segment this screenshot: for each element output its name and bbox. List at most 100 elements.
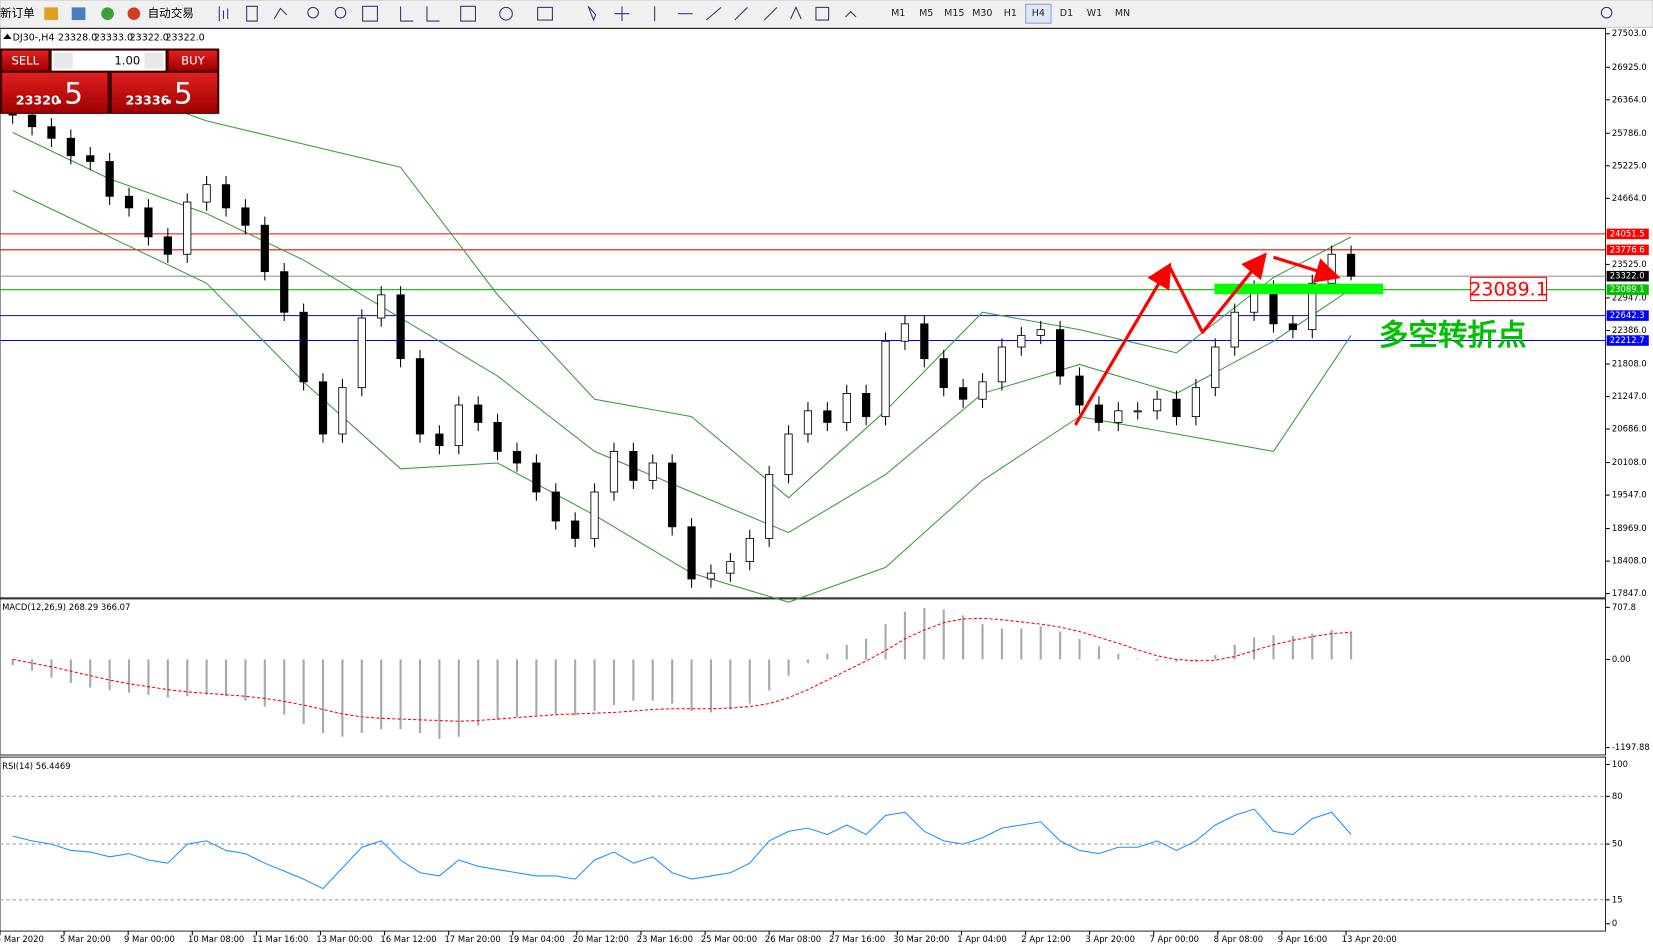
annotation: 多空转折点 [1379, 318, 1527, 352]
x-tick-label: 23 Mar 16:00 [637, 934, 693, 944]
timeframe[interactable]: M1 [891, 8, 905, 19]
icon[interactable] [127, 7, 141, 21]
candle-body [415, 358, 425, 435]
buy-button[interactable] [168, 50, 218, 71]
x-tick-label: 19 Mar 04:00 [509, 934, 565, 944]
y-tick-label: 21808.0 [1612, 358, 1647, 368]
candle-body [648, 462, 657, 481]
volume[interactable]: 1.00 [114, 54, 140, 68]
candle-body [435, 433, 444, 447]
candle-body [47, 126, 56, 139]
x-tick-label: 3 Apr 20:00 [1085, 934, 1135, 944]
candle-body [1288, 323, 1297, 331]
buy-label[interactable]: BUY [181, 54, 205, 68]
candle-body [1230, 311, 1239, 348]
candle-body [862, 393, 871, 418]
candle-body [338, 387, 347, 435]
y-tick-label: 17847.0 [1612, 588, 1647, 598]
price-level-label: 24051.5 [1610, 228, 1645, 238]
icon[interactable] [71, 7, 86, 21]
x-tick-label: 20 Mar 12:00 [573, 934, 629, 944]
candle-body [86, 155, 95, 162]
y-tick-label: 18969.0 [1612, 523, 1647, 533]
icon[interactable] [101, 7, 114, 21]
candle-body [997, 346, 1007, 383]
buy-pips[interactable]: .5 [164, 76, 192, 110]
candle-body [396, 294, 405, 360]
price-level-label: 23089.1 [1610, 284, 1645, 294]
price-level-label: 22212.7 [1610, 335, 1645, 345]
candle-body [357, 317, 366, 389]
timeframe[interactable]: H4 [1032, 8, 1045, 19]
price-level-label: 23322.0 [1610, 271, 1645, 281]
y-tick-label: 80 [1612, 791, 1623, 801]
sell-button[interactable] [2, 50, 49, 71]
candle-body [1114, 410, 1123, 423]
candle-body [900, 323, 910, 342]
volume-box[interactable] [51, 50, 166, 71]
buy-price[interactable]: 23336 [125, 93, 169, 108]
rsi-label: RSI(14) 56.4469 [2, 761, 70, 771]
candle-body [27, 114, 37, 128]
x-tick-label: 1 Apr 04:00 [957, 934, 1007, 944]
timeframe[interactable]: H1 [1004, 8, 1017, 19]
candle-body [1308, 282, 1317, 331]
y-tick-label: 26364.0 [1612, 94, 1647, 104]
candle-body [105, 161, 114, 197]
x-tick-label: 2 Apr 12:00 [1021, 934, 1071, 944]
toolbar [0, 0, 1653, 28]
buy-price-box[interactable] [111, 72, 218, 113]
x-tick-label: 26 Mar 08:00 [765, 934, 821, 944]
candle-body [803, 410, 813, 435]
auto-trade[interactable]: 自动交易 [148, 6, 194, 20]
price-level-tag [1606, 244, 1649, 256]
candle-body [939, 358, 948, 389]
price-label: 23089.1 [1469, 278, 1547, 300]
candle-body [377, 294, 386, 319]
candle-body [318, 381, 328, 435]
candle-body [881, 340, 890, 418]
y-tick-label: 100 [1612, 759, 1628, 769]
y-tick-label: -1197.88 [1612, 742, 1650, 752]
y-tick-label: 23525.0 [1612, 259, 1647, 269]
price-label-box [1470, 276, 1548, 302]
y-tick-label: 707.8 [1612, 602, 1636, 612]
sell-label[interactable]: SELL [12, 54, 40, 68]
timeframe[interactable]: MN [1115, 8, 1130, 19]
candle-body [1152, 398, 1162, 412]
tool-icons[interactable] [218, 5, 1613, 22]
candle-body [745, 537, 754, 563]
candle-body [571, 520, 580, 539]
timeframe[interactable]: M30 [972, 8, 992, 19]
candle-body [66, 137, 75, 157]
y-tick-label: 25786.0 [1612, 128, 1647, 138]
sell-price-box[interactable] [2, 72, 108, 113]
candle-body [280, 271, 289, 313]
candle-body [842, 393, 851, 423]
y-tick-label: 0.00 [1612, 654, 1631, 664]
collapse-icon[interactable] [3, 33, 12, 40]
timeframe[interactable]: M15 [944, 8, 964, 19]
candle-body [765, 474, 774, 539]
macd-signal [12, 617, 1352, 722]
sell-pips[interactable]: .5 [55, 76, 83, 110]
timeframe[interactable]: W1 [1087, 8, 1102, 19]
candle-body [299, 311, 308, 383]
volume-up[interactable] [144, 52, 164, 69]
candle-body [668, 462, 677, 528]
sell-price[interactable]: 23320 [16, 93, 60, 108]
candle-body [784, 433, 793, 476]
x-tick-label: 13 Mar 00:00 [316, 934, 372, 944]
price-level-tag [1606, 310, 1649, 321]
candle-body [1056, 329, 1065, 377]
candle-body [183, 201, 192, 255]
icon[interactable] [44, 7, 58, 21]
candle-body [609, 450, 619, 493]
new-order[interactable]: 新订单 [0, 6, 35, 20]
candle-body [629, 450, 638, 481]
candle-body [241, 207, 250, 226]
timeframe[interactable]: D1 [1060, 8, 1073, 19]
timeframe[interactable]: M5 [919, 8, 933, 19]
volume-down[interactable] [53, 52, 73, 69]
candle-body [1036, 329, 1045, 336]
